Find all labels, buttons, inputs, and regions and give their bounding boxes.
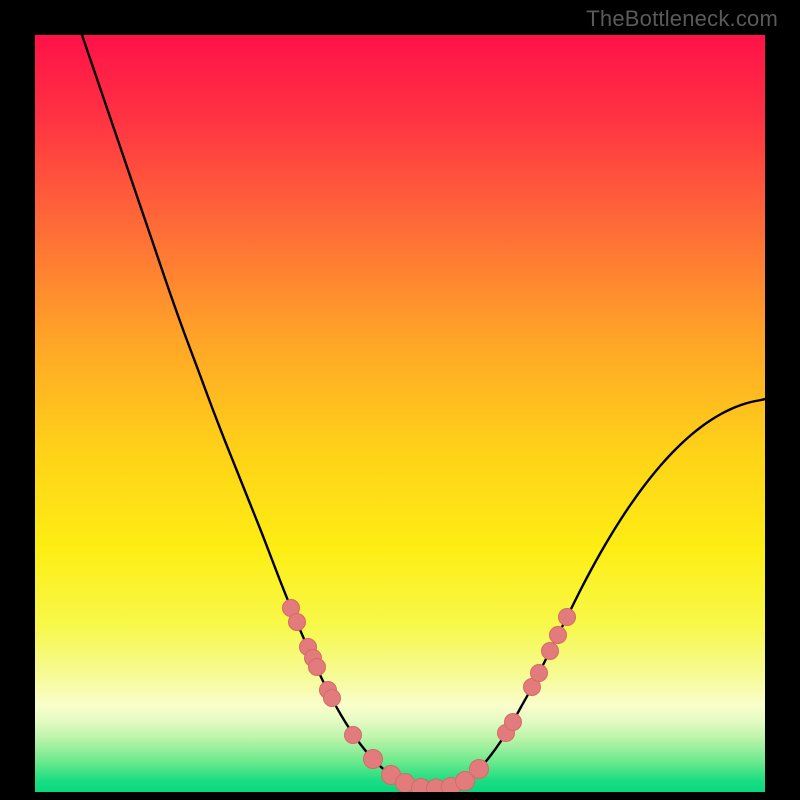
marker-right-arm: [542, 643, 559, 660]
plot-overlay: [35, 35, 765, 792]
marker-trough: [470, 760, 489, 779]
marker-right-arm: [505, 714, 522, 731]
marker-right-arm: [531, 665, 548, 682]
marker-right-arm: [559, 609, 576, 626]
marker-right-arm: [550, 627, 567, 644]
marker-left-arm: [309, 659, 326, 676]
bottleneck-curve: [82, 35, 765, 789]
marker-left-arm: [345, 727, 362, 744]
watermark-text: TheBottleneck.com: [586, 6, 778, 32]
marker-left-arm: [324, 690, 341, 707]
plot-area: [35, 35, 765, 792]
marker-left-arm: [289, 614, 306, 631]
marker-trough: [364, 750, 383, 769]
